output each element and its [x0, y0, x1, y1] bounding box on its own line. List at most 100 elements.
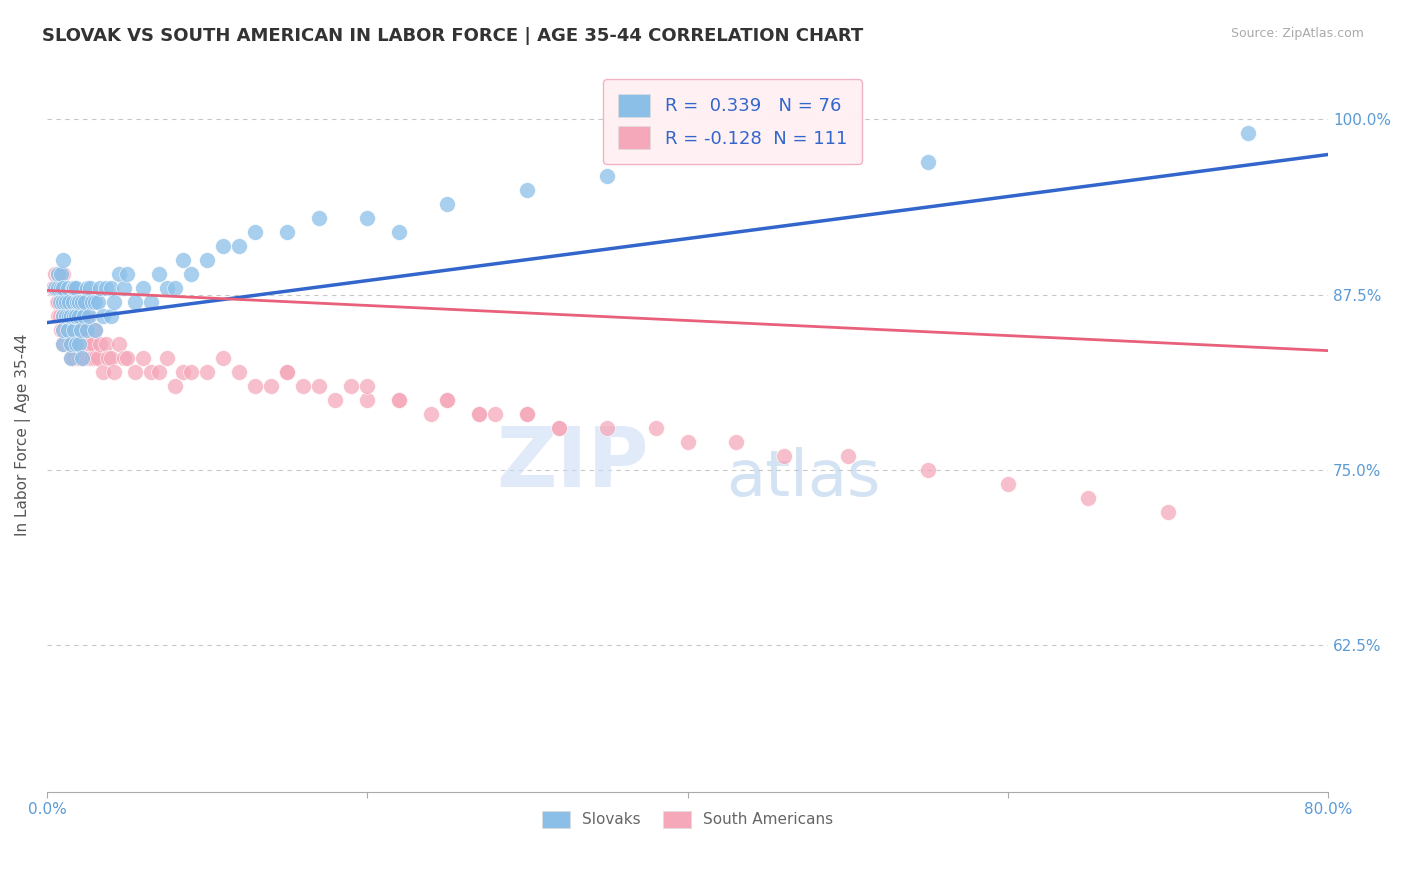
Point: [115, 351, 138, 365]
Point: [76, 323, 98, 337]
Point: [103, 365, 125, 379]
Point: [75, 294, 97, 309]
Point: [67, 294, 90, 309]
Point: [1237, 127, 1260, 141]
Point: [73, 323, 96, 337]
Point: [115, 267, 138, 281]
Point: [997, 476, 1019, 491]
Point: [49, 294, 72, 309]
Point: [132, 280, 155, 294]
Point: [212, 238, 235, 252]
Point: [65, 280, 87, 294]
Point: [67, 309, 90, 323]
Point: [76, 309, 98, 323]
Point: [516, 407, 538, 421]
Point: [62, 294, 84, 309]
Point: [53, 294, 76, 309]
Point: [917, 154, 939, 169]
Point: [79, 280, 101, 294]
Point: [156, 280, 179, 294]
Point: [165, 378, 187, 392]
Point: [548, 420, 571, 434]
Point: [180, 267, 202, 281]
Point: [388, 392, 411, 407]
Point: [87, 294, 110, 309]
Point: [837, 449, 859, 463]
Point: [388, 225, 411, 239]
Point: [89, 280, 111, 294]
Point: [156, 351, 179, 365]
Point: [62, 280, 84, 294]
Point: [65, 336, 87, 351]
Point: [276, 365, 298, 379]
Point: [67, 323, 90, 337]
Text: SLOVAK VS SOUTH AMERICAN IN LABOR FORCE | AGE 35-44 CORRELATION CHART: SLOVAK VS SOUTH AMERICAN IN LABOR FORCE …: [42, 27, 863, 45]
Point: [596, 169, 619, 183]
Legend: Slovaks, South Americans: Slovaks, South Americans: [536, 805, 839, 834]
Point: [49, 309, 72, 323]
Point: [228, 365, 250, 379]
Point: [77, 309, 100, 323]
Point: [212, 351, 235, 365]
Point: [292, 378, 315, 392]
Point: [70, 351, 93, 365]
Point: [59, 323, 82, 337]
Point: [436, 196, 458, 211]
Point: [63, 294, 86, 309]
Point: [340, 378, 363, 392]
Point: [65, 309, 87, 323]
Point: [63, 351, 86, 365]
Point: [436, 392, 458, 407]
Point: [100, 309, 122, 323]
Point: [55, 294, 77, 309]
Point: [55, 323, 77, 337]
Point: [73, 351, 96, 365]
Point: [62, 336, 84, 351]
Point: [356, 392, 378, 407]
Point: [356, 378, 378, 392]
Point: [243, 225, 266, 239]
Point: [67, 336, 90, 351]
Point: [388, 392, 411, 407]
Point: [63, 323, 86, 337]
Point: [44, 280, 66, 294]
Point: [80, 294, 103, 309]
Point: [420, 407, 443, 421]
Point: [165, 280, 187, 294]
Point: [65, 294, 87, 309]
Point: [100, 280, 122, 294]
Point: [260, 378, 283, 392]
Point: [52, 280, 75, 294]
Point: [917, 463, 939, 477]
Point: [56, 323, 79, 337]
Point: [139, 365, 162, 379]
Point: [56, 323, 79, 337]
Point: [58, 294, 80, 309]
Point: [70, 309, 93, 323]
Point: [132, 351, 155, 365]
Point: [76, 280, 98, 294]
Point: [84, 351, 107, 365]
Point: [70, 294, 93, 309]
Point: [112, 280, 135, 294]
Point: [45, 294, 67, 309]
Point: [772, 449, 794, 463]
Point: [243, 378, 266, 392]
Point: [52, 309, 75, 323]
Point: [52, 336, 75, 351]
Point: [46, 309, 69, 323]
Point: [62, 323, 84, 337]
Point: [52, 294, 75, 309]
Point: [51, 267, 73, 281]
Point: [66, 309, 89, 323]
Point: [356, 211, 378, 225]
Point: [724, 434, 747, 449]
Point: [44, 267, 66, 281]
Point: [276, 365, 298, 379]
Point: [84, 294, 107, 309]
Point: [84, 323, 107, 337]
Point: [63, 280, 86, 294]
Point: [69, 309, 91, 323]
Point: [51, 267, 73, 281]
Point: [84, 323, 107, 337]
